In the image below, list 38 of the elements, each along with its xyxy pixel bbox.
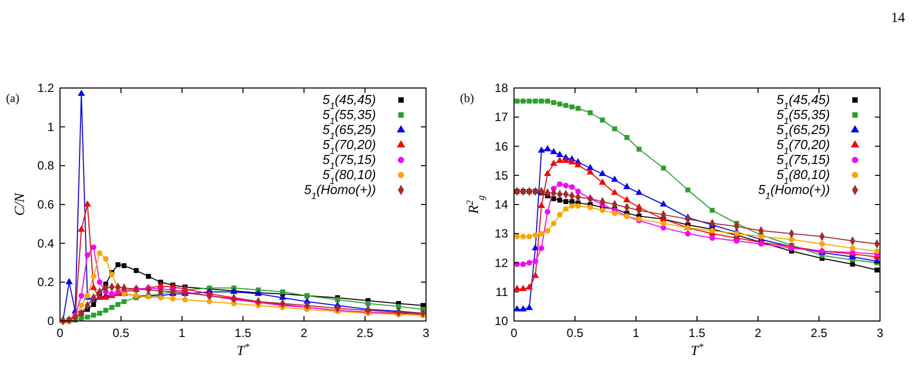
y-tick-label: 11 <box>496 284 508 299</box>
x-tick-label: 0.5 <box>112 326 130 340</box>
y-tick-label: 16 <box>494 139 508 154</box>
legend-label: 5$_{1}$(45,45) <box>322 92 376 111</box>
x-tick-label: 0 <box>56 326 64 340</box>
y-tick-label: 0.2 <box>37 275 54 290</box>
x-axis-title: T$^{*}$ <box>236 342 250 359</box>
chart-title: (a) <box>6 91 20 105</box>
y-tick-label: 15 <box>494 168 508 182</box>
x-tick-label: 1 <box>632 326 640 340</box>
y-tick-label: 1 <box>47 120 54 134</box>
y-tick-label: 13 <box>494 226 508 241</box>
y-tick-label: 1.2 <box>37 81 54 95</box>
chart-title: (b) <box>460 91 474 105</box>
x-tick-label: 3 <box>876 326 884 340</box>
text: 14 <box>891 11 905 26</box>
x-tick-label: 2.5 <box>810 326 828 340</box>
y-tick-label: 18 <box>494 81 508 95</box>
y-tick-label: 0.8 <box>37 158 54 173</box>
x-tick-label: 1.5 <box>688 326 706 340</box>
x-tick-label: 0 <box>510 326 518 340</box>
y-tick-label: 14 <box>494 198 508 212</box>
x-tick-label: 2.5 <box>356 326 374 340</box>
y-tick-label: 0.6 <box>37 198 54 212</box>
x-tick-label: 1 <box>178 326 186 340</box>
y-tick-label: 10 <box>494 314 508 328</box>
y-tick-label: 0 <box>47 314 54 328</box>
x-tick-label: 1.5 <box>234 326 252 340</box>
x-tick-label: 0.5 <box>566 326 584 340</box>
x-tick-label: 2 <box>754 326 762 340</box>
x-tick-label: 2 <box>300 326 308 340</box>
y-tick-label: 17 <box>494 110 508 124</box>
y-axis-title: C/N <box>13 192 28 216</box>
x-tick-label: 3 <box>422 326 430 340</box>
y-tick-label: 0.4 <box>37 236 54 250</box>
legend-label: 5$_{1}$(45,45) <box>776 92 830 111</box>
y-tick-label: 12 <box>494 256 508 270</box>
x-axis-title: T$^{*}$ <box>690 342 704 359</box>
